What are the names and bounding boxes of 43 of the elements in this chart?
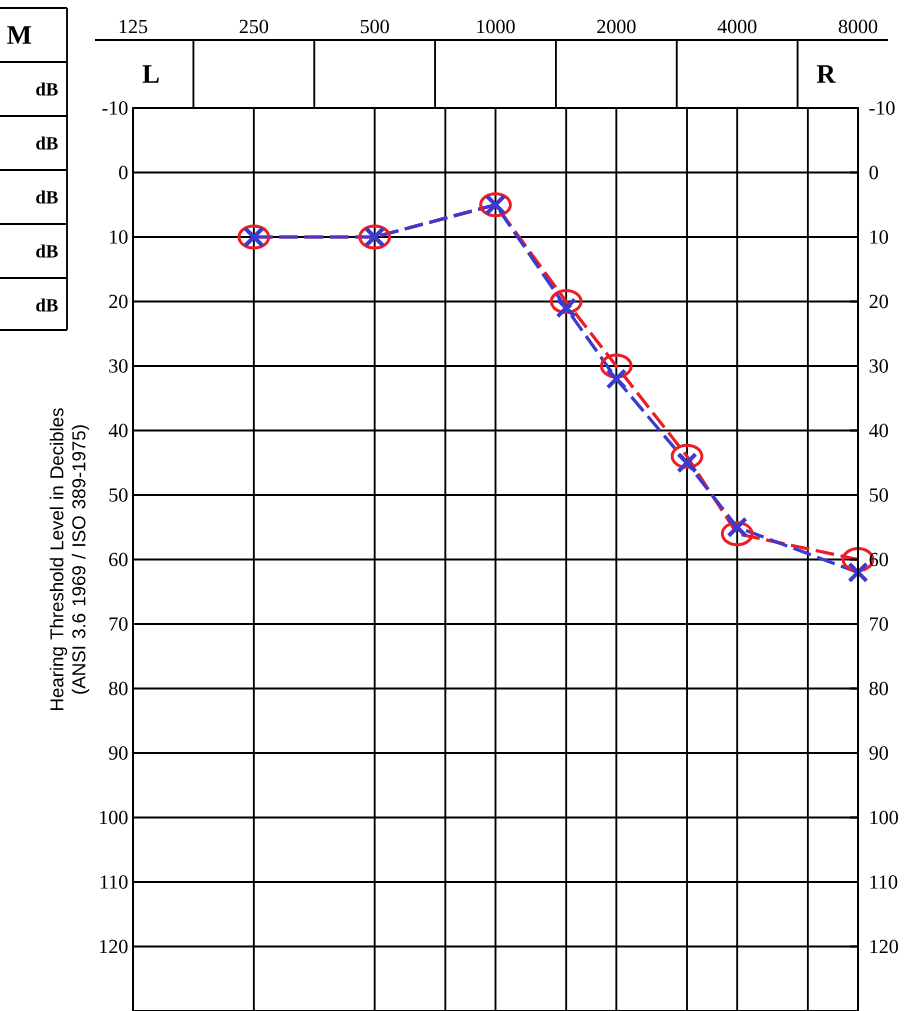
text: dB [36, 82, 58, 96]
y2-tick-label: 0 [869, 165, 878, 180]
y2-tick-label: 40 [869, 423, 888, 438]
y-tick-label: 70 [109, 617, 128, 631]
text: dB [36, 136, 58, 150]
x-tick-label: 125 [119, 19, 148, 34]
y2-tick-label: 10 [870, 230, 888, 244]
y-axis-title: Hearing Threshold Level in Decibles (ANSI 3.6 1969 / ISO 389-1975) [49, 408, 90, 710]
y-tick-label: -10 [102, 101, 128, 115]
y2-tick-label: 30 [869, 359, 888, 373]
text: dB [36, 190, 58, 204]
y2-tick-label: 80 [869, 681, 888, 696]
y2-tick-label: 20 [869, 294, 888, 309]
y2-tick-label: 90 [869, 746, 888, 760]
y2-tick-label: 100 [870, 810, 898, 825]
y-tick-label: 50 [109, 488, 128, 502]
y2-tick-label: 70 [870, 617, 888, 631]
y-tick-label: 100 [100, 810, 128, 825]
y-tick-label: 90 [108, 746, 128, 760]
y2-tick-label: 120 [870, 939, 898, 954]
x-tick-label: 8000 [838, 19, 878, 34]
text: L [142, 65, 159, 83]
y-tick-label: 10 [110, 230, 128, 244]
y-tick-label: 0 [119, 165, 128, 180]
x-tick-label: 1000 [477, 19, 515, 34]
text: M [7, 26, 32, 44]
y-tick-label: 40 [108, 423, 128, 438]
y-tick-label: 30 [109, 359, 128, 373]
y2-tick-label: 50 [869, 488, 888, 502]
y-tick-label: 80 [109, 681, 128, 696]
text: R [816, 65, 836, 83]
text: dB [36, 298, 58, 312]
y-tick-label: 20 [109, 294, 128, 309]
x-tick-label: 250 [239, 19, 269, 34]
text: dB [36, 244, 58, 258]
y2-tick-label: -10 [869, 101, 895, 115]
x-tick-label: 2000 [597, 19, 636, 34]
y-tick-label: 110 [100, 875, 128, 889]
y2-tick-label: 110 [870, 875, 898, 889]
y-tick-label: 60 [109, 552, 128, 567]
x-tick-label: 4000 [717, 19, 757, 34]
x-tick-label: 500 [360, 19, 389, 34]
y-tick-label: 120 [100, 939, 128, 954]
